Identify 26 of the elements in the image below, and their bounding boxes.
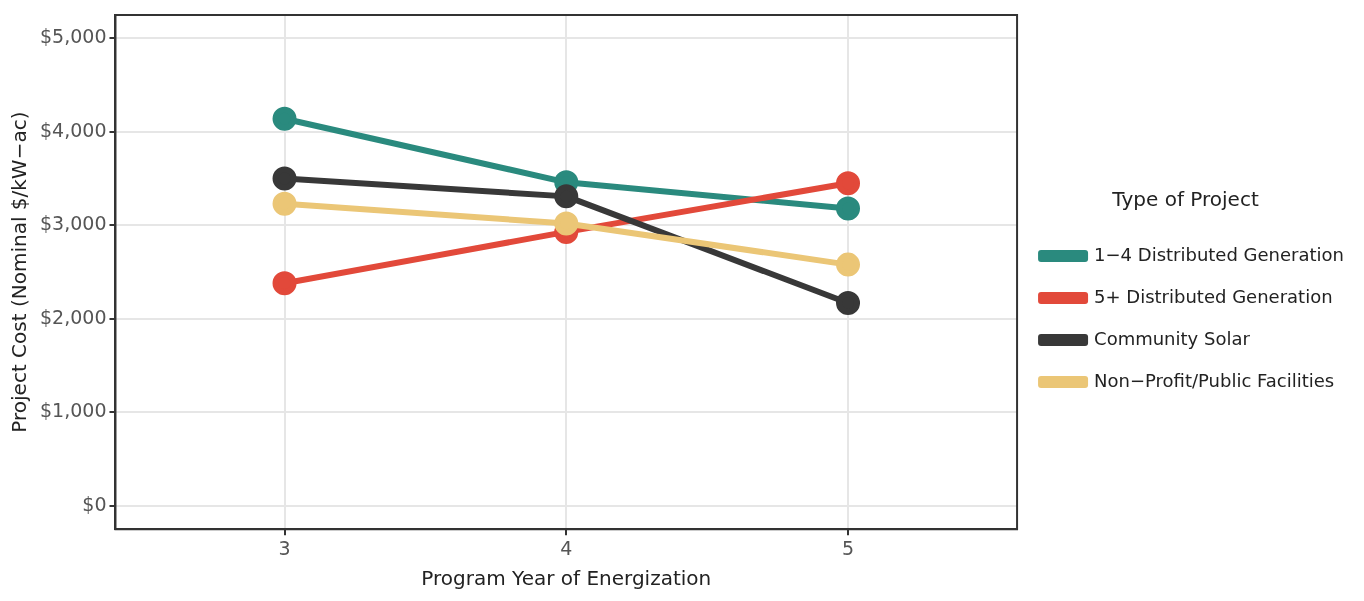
point xyxy=(836,252,861,277)
y-axis-title: Project Cost (Nominal $/kW−ac) xyxy=(7,111,32,433)
x-axis-title: Program Year of Energization xyxy=(421,566,712,591)
point xyxy=(836,290,861,315)
point xyxy=(272,271,297,296)
point xyxy=(554,211,579,236)
legend-label: Non−Profit/Public Facilities xyxy=(1094,369,1335,391)
point xyxy=(272,106,297,131)
point xyxy=(836,171,861,196)
y-tick-label: $2,000 xyxy=(40,305,107,328)
y-tick-label: $5,000 xyxy=(40,25,107,48)
x-tick-label: 5 xyxy=(841,536,855,559)
x-tick-label: 3 xyxy=(278,536,291,559)
point xyxy=(272,166,297,191)
legend-title: Type of Project xyxy=(1111,187,1259,212)
legend-label: 1−4 Distributed Generation xyxy=(1094,243,1344,265)
point xyxy=(554,184,579,209)
point xyxy=(272,191,297,216)
legend-label: 5+ Distributed Generation xyxy=(1094,285,1333,307)
point xyxy=(836,196,861,221)
y-tick-label: $4,000 xyxy=(40,118,107,141)
y-tick-label: $0 xyxy=(82,492,107,515)
legend-label: Community Solar xyxy=(1094,327,1251,349)
y-tick-label: $3,000 xyxy=(40,212,107,235)
x-tick-label: 4 xyxy=(560,536,573,559)
y-tick-label: $1,000 xyxy=(40,399,107,422)
